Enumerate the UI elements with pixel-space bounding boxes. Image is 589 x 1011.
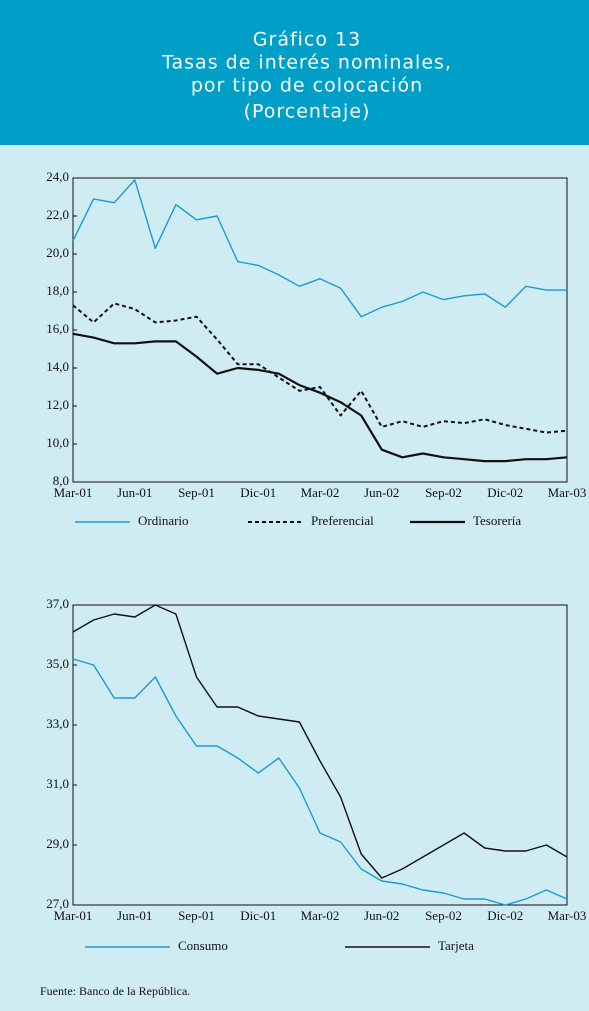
y-tick-label: 29,0 [46, 836, 69, 851]
y-tick-label: 16,0 [46, 321, 69, 336]
title-line: Tasas de interés nominales, [161, 52, 452, 74]
x-tick-label: Mar-03 [548, 485, 587, 500]
y-tick-label: 20,0 [46, 245, 69, 260]
x-tick-label: Sep-01 [178, 908, 215, 923]
source-note: Fuente: Banco de la República. [40, 984, 190, 998]
y-tick-label: 22,0 [46, 207, 69, 222]
legend-label: Ordinario [138, 513, 189, 528]
y-tick-label: 12,0 [46, 397, 69, 412]
title-line: (Porcentaje) [244, 101, 371, 123]
x-tick-label: Dic-02 [487, 908, 523, 923]
x-tick-label: Sep-02 [425, 908, 462, 923]
x-tick-label: Mar-03 [548, 908, 587, 923]
series-line [72, 179, 567, 318]
x-tick-label: Dic-01 [240, 908, 276, 923]
x-tick-label: Mar-02 [301, 908, 340, 923]
title-line: por tipo de colocación [191, 75, 423, 97]
x-tick-label: Jun-02 [364, 908, 399, 923]
y-tick-label: 8,0 [53, 473, 69, 488]
y-tick-label: 24,0 [46, 169, 69, 184]
legend-label: Tesorería [473, 513, 521, 528]
y-tick-label: 18,0 [46, 283, 69, 298]
x-tick-label: Jun-01 [117, 485, 152, 500]
y-tick-label: 10,0 [46, 435, 69, 450]
body-band [0, 145, 589, 1011]
legend-label: Consumo [178, 938, 228, 953]
x-tick-label: Jun-01 [117, 908, 152, 923]
legend-label: Tarjeta [438, 938, 474, 953]
x-tick-label: Mar-01 [54, 485, 93, 500]
y-tick-label: 35,0 [46, 656, 69, 671]
x-tick-label: Mar-01 [54, 908, 93, 923]
x-tick-label: Jun-02 [364, 485, 399, 500]
series-line [72, 302, 568, 434]
series-line [72, 332, 568, 463]
y-tick-label: 33,0 [46, 716, 69, 731]
plot-frame [72, 604, 568, 906]
header-band [0, 0, 589, 145]
legend-label: Preferencial [311, 513, 374, 528]
series-line [72, 658, 568, 906]
x-tick-label: Mar-02 [301, 485, 340, 500]
x-tick-label: Sep-02 [425, 485, 462, 500]
x-tick-label: Dic-02 [487, 485, 523, 500]
x-tick-label: Dic-01 [240, 485, 276, 500]
y-tick-label: 14,0 [46, 359, 69, 374]
series-line [72, 604, 568, 879]
y-tick-label: 27,0 [46, 896, 69, 911]
y-tick-label: 37,0 [46, 596, 69, 611]
x-tick-label: Sep-01 [178, 485, 215, 500]
title-line: Gráfico 13 [253, 29, 361, 51]
y-tick-label: 31,0 [46, 776, 69, 791]
